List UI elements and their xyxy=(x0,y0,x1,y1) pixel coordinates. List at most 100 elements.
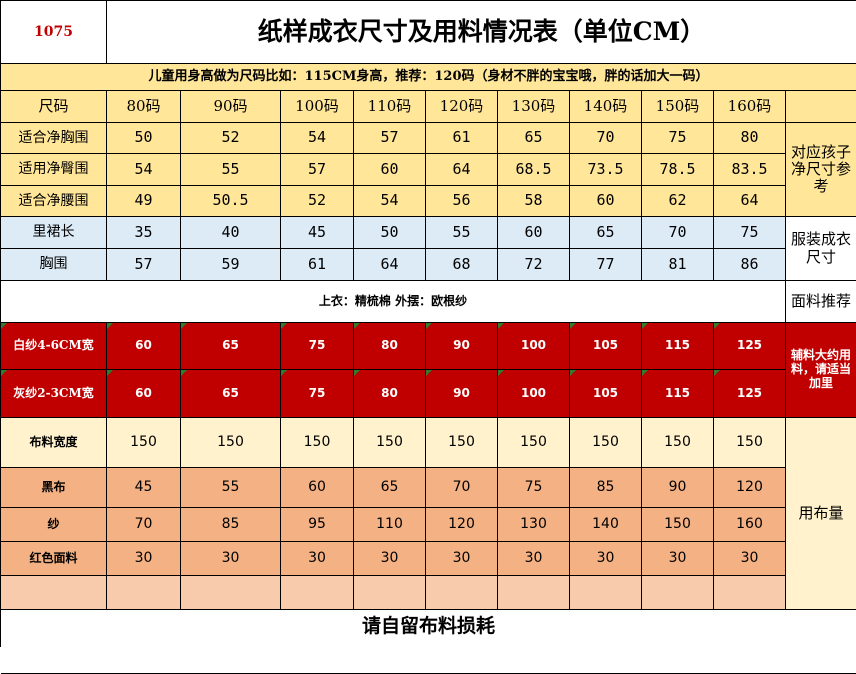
size-header: 130码 xyxy=(498,91,570,123)
table-cell: 65 xyxy=(181,370,281,418)
size-header: 140码 xyxy=(570,91,642,123)
table-cell: 30 xyxy=(714,542,786,576)
table-cell: 50 xyxy=(354,217,426,249)
body-size-side-label: 对应孩子净尺寸参考 xyxy=(786,123,856,217)
accessory-side-label: 辅料大约用料，请适当加里 xyxy=(786,323,856,418)
table-cell: 60 xyxy=(498,217,570,249)
size-header: 80码 xyxy=(107,91,181,123)
sheet-title: 纸样成衣尺寸及用料情况表（单位CM） xyxy=(107,1,856,64)
table-cell: 50.5 xyxy=(181,186,281,217)
table-cell: 80 xyxy=(714,123,786,154)
table-cell: 81 xyxy=(642,249,714,281)
row-label: 胸围 xyxy=(1,249,107,281)
empty-cell xyxy=(107,576,181,610)
table-cell: 105 xyxy=(570,370,642,418)
table-cell: 60 xyxy=(354,154,426,186)
table-cell: 150 xyxy=(281,418,354,468)
table-cell: 65 xyxy=(570,217,642,249)
table-cell: 130 xyxy=(498,508,570,542)
table-cell: 30 xyxy=(281,542,354,576)
product-code: 1075 xyxy=(1,1,107,64)
table-cell: 150 xyxy=(354,418,426,468)
fabric-side-label: 面料推荐 xyxy=(786,281,856,323)
table-cell: 68 xyxy=(426,249,498,281)
table-cell: 57 xyxy=(354,123,426,154)
table-cell: 75 xyxy=(714,217,786,249)
row-label: 适合净胸围 xyxy=(1,123,107,154)
row-label: 灰纱2-3CM宽 xyxy=(1,370,107,418)
table-cell: 70 xyxy=(107,508,181,542)
size-header: 160码 xyxy=(714,91,786,123)
table-cell: 60 xyxy=(107,370,181,418)
table-cell: 160 xyxy=(714,508,786,542)
table-cell: 95 xyxy=(281,508,354,542)
table-cell: 75 xyxy=(642,123,714,154)
table-cell: 80 xyxy=(354,323,426,370)
table-cell: 45 xyxy=(107,468,181,508)
table-cell: 125 xyxy=(714,370,786,418)
table-cell: 58 xyxy=(498,186,570,217)
table-cell: 61 xyxy=(281,249,354,281)
row-label: 适合净腰围 xyxy=(1,186,107,217)
table-cell: 78.5 xyxy=(642,154,714,186)
row-label: 里裙长 xyxy=(1,217,107,249)
empty-cell xyxy=(181,576,281,610)
table-cell: 150 xyxy=(642,418,714,468)
empty-cell xyxy=(642,576,714,610)
table-cell: 150 xyxy=(498,418,570,468)
table-cell: 64 xyxy=(354,249,426,281)
table-cell: 100 xyxy=(498,323,570,370)
empty-cell xyxy=(1,576,107,610)
table-cell: 65 xyxy=(354,468,426,508)
table-cell: 60 xyxy=(107,323,181,370)
table-cell: 150 xyxy=(570,418,642,468)
table-cell: 57 xyxy=(107,249,181,281)
table-cell: 54 xyxy=(107,154,181,186)
table-cell: 52 xyxy=(281,186,354,217)
row-label: 布料宽度 xyxy=(1,418,107,468)
table-cell: 115 xyxy=(642,370,714,418)
table-cell: 90 xyxy=(426,323,498,370)
empty-cell xyxy=(426,576,498,610)
footer-note: 请自留布料损耗 xyxy=(1,610,856,674)
row-label: 白纱4-6CM宽 xyxy=(1,323,107,370)
size-note: 儿童用身高做为尺码比如：115CM身高，推荐：120码（身材不胖的宝宝哦，胖的话… xyxy=(1,64,856,91)
table-cell: 65 xyxy=(498,123,570,154)
table-cell: 55 xyxy=(181,154,281,186)
table-cell: 30 xyxy=(570,542,642,576)
table-cell: 150 xyxy=(642,508,714,542)
size-header: 90码 xyxy=(181,91,281,123)
table-cell: 75 xyxy=(498,468,570,508)
table-cell: 30 xyxy=(642,542,714,576)
table-cell: 150 xyxy=(426,418,498,468)
table-cell: 100 xyxy=(498,370,570,418)
usage-side-label: 用布量 xyxy=(786,418,856,610)
table-cell: 52 xyxy=(181,123,281,154)
fabric-recommendation: 上衣：精梳棉 外摆：欧根纱 xyxy=(1,281,786,323)
table-cell: 61 xyxy=(426,123,498,154)
table-cell: 70 xyxy=(570,123,642,154)
table-cell: 140 xyxy=(570,508,642,542)
table-cell: 57 xyxy=(281,154,354,186)
table-cell: 77 xyxy=(570,249,642,281)
table-cell: 68.5 xyxy=(498,154,570,186)
table-cell: 30 xyxy=(498,542,570,576)
size-header: 110码 xyxy=(354,91,426,123)
table-cell: 56 xyxy=(426,186,498,217)
table-cell: 150 xyxy=(714,418,786,468)
size-header: 120码 xyxy=(426,91,498,123)
table-cell: 60 xyxy=(570,186,642,217)
table-cell: 75 xyxy=(281,370,354,418)
table-cell: 30 xyxy=(107,542,181,576)
table-cell: 40 xyxy=(181,217,281,249)
table-cell: 62 xyxy=(642,186,714,217)
table-cell: 64 xyxy=(714,186,786,217)
empty-cell xyxy=(786,91,856,123)
table-cell: 65 xyxy=(181,323,281,370)
table-cell: 73.5 xyxy=(570,154,642,186)
table-cell: 120 xyxy=(426,508,498,542)
table-cell: 75 xyxy=(281,323,354,370)
table-cell: 120 xyxy=(714,468,786,508)
table-cell: 59 xyxy=(181,249,281,281)
